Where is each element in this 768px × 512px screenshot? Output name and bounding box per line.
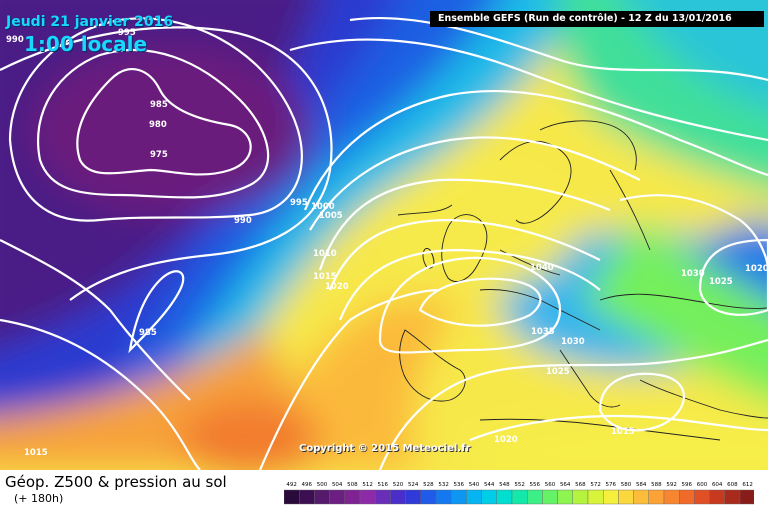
isobar-label: 1025 — [709, 277, 733, 287]
product-title: Géop. Z500 & pression au sol — [5, 473, 227, 491]
color-scale-label: 520 — [393, 482, 404, 488]
color-scale-label: 500 — [317, 482, 328, 488]
color-scale-label: 596 — [682, 482, 693, 488]
color-swatch — [724, 489, 741, 505]
color-scale-label: 536 — [454, 482, 465, 488]
color-swatch — [511, 489, 528, 505]
color-scale-label: 492 — [286, 482, 297, 488]
color-swatch — [314, 489, 330, 505]
color-scale-label: 576 — [606, 482, 617, 488]
isobar-label: 1030 — [681, 269, 705, 279]
color-scale-label: 580 — [621, 482, 632, 488]
color-swatch — [359, 489, 376, 505]
isobar-label: 990 — [234, 216, 252, 226]
color-swatch — [694, 489, 710, 505]
color-scale-label: 528 — [423, 482, 434, 488]
isobar-label: 1035 — [531, 327, 555, 337]
isobars — [0, 16, 768, 470]
color-scale-label: 572 — [590, 482, 601, 488]
isobar-label: 975 — [150, 150, 168, 160]
isobar-label: 1015 — [313, 272, 337, 282]
isobar-label: 1020 — [325, 282, 349, 292]
color-scale-label: 548 — [499, 482, 510, 488]
isobar-label: 1040 — [530, 263, 554, 273]
color-swatch — [679, 489, 695, 505]
color-scale-label: 516 — [378, 482, 389, 488]
geopotential-field — [0, 0, 768, 470]
color-scale-label: 588 — [651, 482, 662, 488]
color-swatch — [405, 489, 421, 505]
isobar-label: 980 — [149, 120, 167, 130]
color-scale-label: 496 — [302, 482, 313, 488]
color-scale-label: 556 — [530, 482, 541, 488]
color-scale-label: 512 — [362, 482, 373, 488]
color-swatch — [496, 489, 513, 505]
color-swatch — [526, 489, 543, 505]
color-swatch — [618, 489, 634, 505]
color-swatch — [648, 489, 665, 505]
run-info-banner: Ensemble GEFS (Run de contrôle) - 12 Z d… — [430, 11, 764, 27]
color-swatch — [420, 489, 437, 505]
isobar-label: 1020 — [745, 264, 768, 274]
color-scale-label: 508 — [347, 482, 358, 488]
color-swatch — [542, 489, 558, 505]
color-swatch — [633, 489, 650, 505]
color-scale-label: 592 — [666, 482, 677, 488]
isobar-label: 1030 — [561, 337, 585, 347]
color-swatch — [284, 489, 300, 505]
color-scale-label: 584 — [636, 482, 647, 488]
color-swatch — [739, 489, 754, 505]
color-scale-label: 504 — [332, 482, 343, 488]
isobar-label: 995 — [290, 198, 308, 208]
color-swatch — [466, 489, 482, 505]
color-swatch — [435, 489, 452, 505]
isobar-label: 1005 — [319, 211, 343, 221]
copyright-notice: Copyright © 2015 Meteociel.fr — [299, 443, 471, 454]
isobar-label: 1015 — [611, 427, 635, 437]
color-swatch — [557, 489, 574, 505]
isobar-label: 990 — [6, 35, 24, 45]
isobar-labels: 990 995 985 980 975 990 995 1000 1005 10… — [6, 28, 768, 458]
color-swatch — [572, 489, 589, 505]
weather-map: 990 995 985 980 975 990 995 1000 1005 10… — [0, 0, 768, 470]
color-swatch — [390, 489, 406, 505]
color-scale-label: 524 — [408, 482, 419, 488]
isobar-label: 1025 — [546, 367, 570, 377]
forecast-time: 1:00 locale — [24, 32, 148, 56]
color-scale-label: 612 — [742, 482, 753, 488]
isobar-label: 985 — [150, 100, 168, 110]
lead-time: (+ 180h) — [14, 492, 64, 505]
color-swatch — [481, 489, 498, 505]
legend-bar: Géop. Z500 & pression au sol (+ 180h) 49… — [0, 470, 768, 512]
color-swatch — [450, 489, 467, 505]
color-scale-label: 600 — [697, 482, 708, 488]
color-scale-label: 552 — [514, 482, 525, 488]
color-swatch — [587, 489, 604, 505]
color-scale-label: 564 — [560, 482, 571, 488]
isobar-label: 1015 — [24, 448, 48, 458]
color-swatch — [298, 489, 315, 505]
forecast-date: Jeudi 21 janvier 2016 — [6, 14, 174, 30]
color-swatch — [709, 489, 726, 505]
isobar-label: 985 — [139, 328, 157, 338]
color-scale-label: 568 — [575, 482, 586, 488]
isobar-label: 995 — [118, 28, 136, 38]
color-scale-label: 544 — [484, 482, 495, 488]
color-scale: 492 496 500 504 508 512 516 520 524 528 532 536 540 5… — [284, 482, 754, 505]
isobar-label: 1020 — [494, 435, 518, 445]
color-scale-label: 540 — [469, 482, 480, 488]
color-scale-label: 608 — [727, 482, 738, 488]
isobar-label: 1010 — [313, 249, 337, 259]
color-scale-label: 560 — [545, 482, 556, 488]
color-swatch — [344, 489, 361, 505]
color-swatch — [374, 489, 391, 505]
color-scale-label: 532 — [438, 482, 449, 488]
isobar-label: 1000 — [311, 202, 335, 212]
color-scale-label: 604 — [712, 482, 723, 488]
color-swatch — [663, 489, 680, 505]
color-swatch — [329, 489, 345, 505]
color-swatch — [603, 489, 619, 505]
coastlines — [397, 120, 768, 441]
